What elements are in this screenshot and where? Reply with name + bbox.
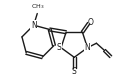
- Text: S: S: [56, 43, 61, 52]
- Text: S: S: [72, 67, 77, 76]
- Text: N: N: [85, 43, 90, 52]
- Text: CH$_3$: CH$_3$: [31, 2, 45, 11]
- Text: O: O: [88, 18, 94, 27]
- Text: N: N: [31, 21, 37, 30]
